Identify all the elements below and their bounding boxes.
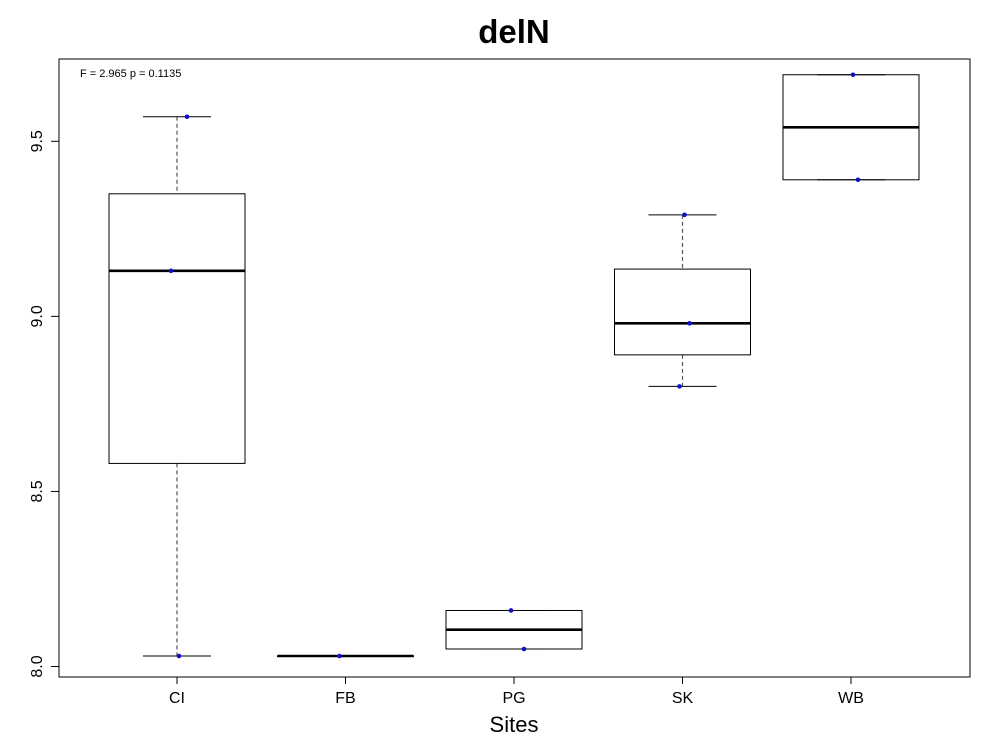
x-axis-label: Sites (490, 712, 539, 737)
data-point (682, 212, 687, 218)
data-point (521, 646, 527, 652)
iqr-box (614, 268, 751, 356)
data-point (687, 321, 692, 326)
boxes-group (108, 72, 920, 659)
data-point (184, 114, 190, 120)
x-tick-label: WB (838, 690, 864, 707)
x-tick-label: SK (672, 690, 694, 707)
box-ci (108, 114, 246, 659)
data-point (176, 653, 182, 659)
iqr-box (108, 193, 246, 464)
data-point (855, 177, 861, 183)
y-axis: 8.0 8.5 9.0 9.5 (29, 130, 60, 678)
x-tick-label: PG (502, 690, 525, 707)
y-tick-label: 9.5 (29, 130, 46, 152)
box-fb (277, 653, 414, 659)
y-tick-label: 9.0 (29, 305, 46, 327)
box-pg (445, 608, 583, 652)
x-tick-label: FB (335, 690, 355, 707)
plot-frame (58, 58, 971, 678)
x-axis: CI FB PG SK WB (169, 676, 864, 707)
data-point (337, 653, 342, 659)
chart-title: delN (478, 13, 550, 50)
box-wb (782, 72, 920, 183)
data-point (168, 268, 174, 274)
data-point (850, 72, 856, 78)
box-sk (614, 212, 751, 389)
data-point (677, 384, 682, 389)
stats-annotation: F = 2.965 p = 0.1135 (80, 68, 181, 80)
y-tick-label: 8.5 (29, 480, 46, 502)
y-tick-label: 8.0 (29, 655, 46, 677)
x-tick-label: CI (169, 690, 185, 707)
data-point (508, 608, 514, 613)
